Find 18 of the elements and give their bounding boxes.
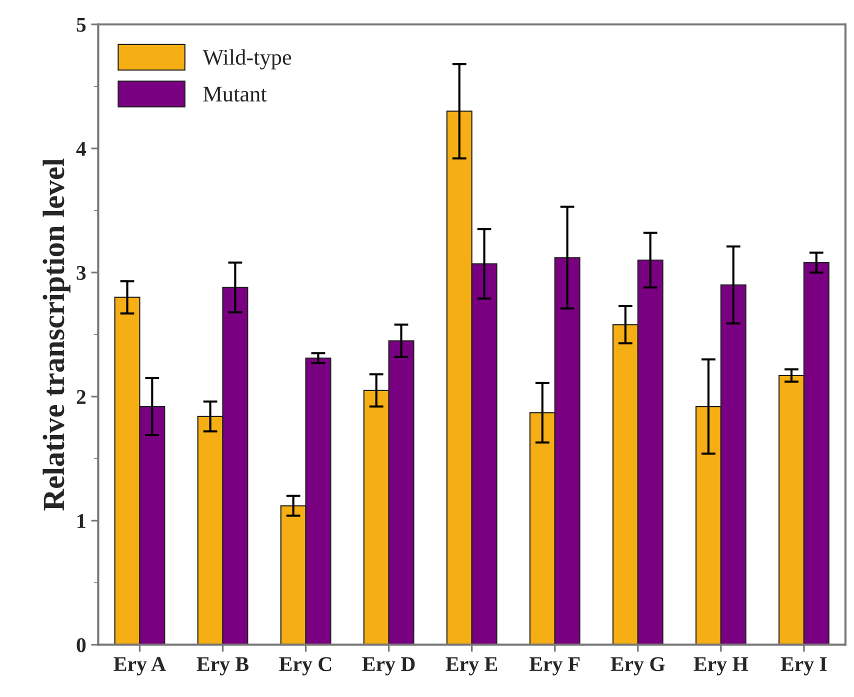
- y-tick-label: 0: [76, 638, 86, 652]
- x-tick-label: Ery D: [362, 657, 415, 676]
- y-tick-label: 5: [76, 18, 86, 32]
- x-tick-label: Ery B: [196, 657, 249, 676]
- y-tick-label: 4: [76, 142, 86, 156]
- x-tick-label: Ery I: [780, 657, 827, 676]
- x-tick-label: Ery C: [279, 657, 332, 676]
- y-tick-label: 3: [76, 266, 86, 280]
- legend-label: Wild-type: [202, 49, 292, 70]
- y-axis-title: Relative transcription level: [42, 158, 70, 511]
- x-tick-label: Ery G: [610, 657, 665, 676]
- y-tick-label: 1: [78, 514, 86, 528]
- legend-label: Mutant: [203, 86, 267, 102]
- x-tick-label: Ery F: [529, 657, 580, 676]
- x-tick-label: Ery H: [694, 657, 748, 676]
- y-tick-label: 2: [76, 390, 86, 404]
- x-tick-label: Ery E: [446, 657, 498, 676]
- x-tick-label: Ery A: [114, 657, 166, 676]
